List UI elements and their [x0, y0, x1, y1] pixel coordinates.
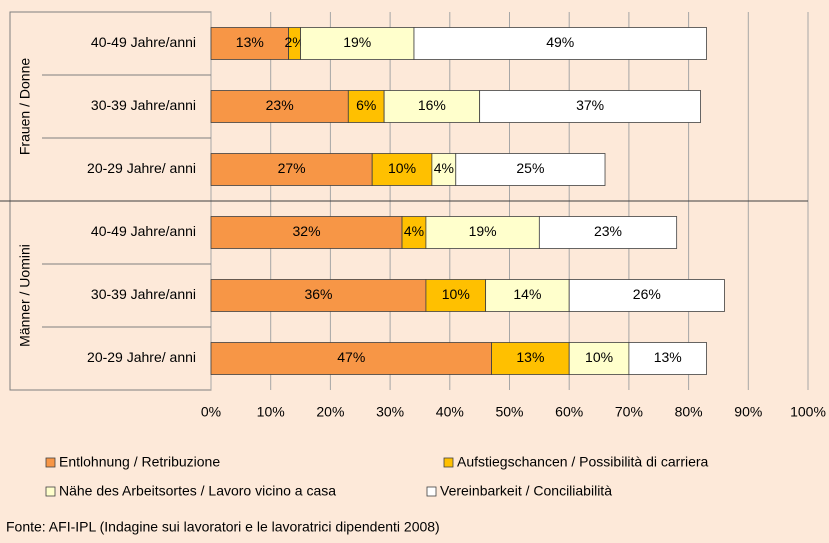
x-tick-label: 90%: [734, 404, 762, 420]
x-tick-label: 10%: [257, 404, 285, 420]
value-label: 4%: [404, 223, 424, 239]
bar-segment: [479, 90, 701, 123]
value-label: 4%: [434, 160, 454, 176]
x-tick-label: 20%: [316, 404, 344, 420]
value-label: 36%: [304, 286, 332, 302]
value-label: 19%: [343, 34, 371, 50]
x-tick-label: 30%: [376, 404, 404, 420]
value-label: 10%: [585, 349, 613, 365]
bar-segment: [210, 342, 492, 375]
y-tick-label: 40-49 Jahre/anni: [91, 223, 196, 239]
bar-segment: [371, 153, 433, 186]
value-label: 10%: [388, 160, 416, 176]
bar-segment: [210, 153, 373, 186]
y-tick-label: 20-29 Jahre/ anni: [87, 160, 196, 176]
bar-segment: [538, 216, 678, 249]
value-label: 49%: [546, 34, 574, 50]
value-label: 2%: [284, 34, 304, 50]
value-label: 19%: [469, 223, 497, 239]
y-tick-label: 30-39 Jahre/anni: [91, 286, 196, 302]
value-label: 14%: [513, 286, 541, 302]
bar-segment: [568, 342, 630, 375]
value-label: 13%: [654, 349, 682, 365]
x-tick-label: 0%: [201, 404, 221, 420]
value-label: 23%: [266, 97, 294, 113]
bar-segment: [210, 279, 427, 312]
bar-segment: [455, 153, 606, 186]
bar-segment: [210, 90, 349, 123]
legend-label: Entlohnung / Retribuzione: [59, 454, 220, 470]
legend-label: Aufstiegschancen / Possibilità di carrie…: [457, 454, 709, 470]
value-label: 37%: [576, 97, 604, 113]
x-tick-label: 70%: [615, 404, 643, 420]
source: Fonte: AFI-IPL (Indagine sui lavoratori …: [6, 519, 440, 535]
x-tick-label: 50%: [495, 404, 523, 420]
x-tick-label: 80%: [675, 404, 703, 420]
legend-swatch: [45, 486, 56, 497]
bar-segment: [425, 216, 540, 249]
bar-segment: [485, 279, 570, 312]
value-label: 10%: [442, 286, 470, 302]
legend-swatch: [443, 457, 454, 468]
group-label: Frauen / Donne: [17, 58, 33, 155]
bar-segment: [347, 90, 385, 123]
value-label: 6%: [356, 97, 376, 113]
y-tick-label: 20-29 Jahre/ anni: [87, 349, 196, 365]
value-label: 25%: [516, 160, 544, 176]
value-label: 32%: [293, 223, 321, 239]
y-tick-label: 30-39 Jahre/anni: [91, 97, 196, 113]
bar-segment: [425, 279, 487, 312]
bar-segment: [300, 27, 415, 60]
bar-segment: [210, 27, 290, 60]
legend-swatch: [426, 486, 437, 497]
x-tick-label: 60%: [555, 404, 583, 420]
bar-segment: [568, 279, 725, 312]
bar-segment: [210, 216, 403, 249]
value-label: 26%: [633, 286, 661, 302]
bar-segment: [413, 27, 707, 60]
bar-segment: [491, 342, 570, 375]
legend-label: Vereinbarkeit / Conciliabilità: [440, 483, 612, 499]
x-tick-label: 40%: [436, 404, 464, 420]
group-label: Männer / Uomini: [17, 244, 33, 347]
value-label: 16%: [418, 97, 446, 113]
value-label: 13%: [236, 34, 264, 50]
legend-label: Nähe des Arbeitsortes / Lavoro vicino a …: [59, 483, 336, 499]
value-label: 47%: [337, 349, 365, 365]
value-label: 13%: [516, 349, 544, 365]
y-tick-label: 40-49 Jahre/anni: [91, 34, 196, 50]
value-label: 23%: [594, 223, 622, 239]
legend-swatch: [45, 457, 56, 468]
bar-segment: [628, 342, 707, 375]
value-label: 27%: [278, 160, 306, 176]
x-tick-label: 100%: [790, 404, 826, 420]
